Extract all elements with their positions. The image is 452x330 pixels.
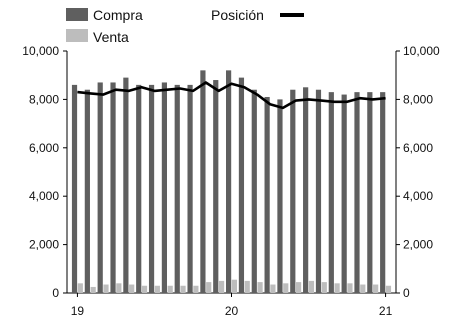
legend-swatch-compra (66, 8, 88, 21)
bar-venta (90, 286, 96, 293)
y-tick-label-right: 6,000 (403, 141, 433, 155)
y-tick-label-right: 2,000 (403, 238, 433, 252)
x-tick-label: 21 (379, 304, 393, 318)
bar-compra (84, 89, 90, 293)
axes (63, 50, 400, 297)
legend-label-compra: Compra (93, 7, 143, 23)
legend-label-venta: Venta (93, 29, 129, 45)
bar-compra (213, 80, 219, 293)
bar-compra (328, 92, 334, 293)
y-tick-label-right: 10,000 (403, 44, 440, 58)
y-tick-label-right: 4,000 (403, 189, 433, 203)
y-tick-label-left: 6,000 (29, 141, 59, 155)
bar-venta (385, 285, 392, 293)
bar-compra (238, 77, 245, 294)
bar-compra (187, 84, 193, 293)
bar-venta (180, 285, 186, 293)
bar-venta (218, 280, 225, 293)
bar-compra (251, 89, 257, 293)
bars (71, 70, 392, 294)
bar-venta (244, 280, 250, 293)
bar-compra (110, 82, 116, 294)
x-tick-label: 20 (225, 304, 239, 318)
bar-venta (334, 283, 340, 293)
y-tick-label-left: 10,000 (22, 44, 59, 58)
bar-venta (167, 285, 173, 293)
bar-compra (136, 84, 142, 293)
bar-venta (257, 282, 263, 293)
bar-venta (77, 283, 83, 293)
bar-venta (193, 285, 199, 293)
line-posicion (77, 81, 386, 110)
bar-venta (308, 280, 315, 293)
x-tick-label: 19 (71, 304, 85, 318)
bar-venta (270, 284, 276, 293)
legend: Compra Venta Posición (66, 7, 304, 45)
bar-compra (354, 92, 360, 293)
bar-venta (116, 283, 122, 293)
y-tick-label-left: 4,000 (29, 189, 59, 203)
bar-compra (264, 96, 270, 293)
bar-compra (226, 70, 232, 293)
legend-label-posicion: Posición (211, 7, 264, 23)
y-tick-label-right: 0 (403, 286, 410, 300)
bar-compra (341, 94, 347, 293)
bar-compra (303, 87, 309, 293)
bar-compra (380, 92, 386, 293)
bar-compra (148, 84, 155, 293)
bar-compra (97, 82, 103, 294)
y-tick-label-right: 8,000 (403, 92, 433, 106)
bar-compra (277, 99, 283, 294)
bar-compra (200, 70, 206, 293)
bar-venta (103, 284, 109, 293)
bar-venta (283, 283, 289, 293)
bar-venta (321, 282, 327, 293)
bar-venta (347, 283, 353, 293)
y-tick-label-left: 8,000 (29, 92, 59, 106)
bar-venta (141, 285, 148, 293)
y-tick-label-left: 0 (52, 286, 59, 300)
bar-venta (360, 284, 366, 293)
bar-venta (373, 284, 379, 293)
bar-venta (129, 284, 135, 293)
bar-compra (123, 77, 129, 294)
bar-compra (367, 92, 373, 293)
tick-labels: 0 0 2,000 2,000 4,000 4,000 6,000 6,000 8,000 8,0… (22, 44, 440, 318)
bar-compra (290, 89, 296, 293)
bar-venta (154, 285, 160, 293)
bar-compra (315, 89, 322, 293)
bar-compra (71, 84, 78, 293)
legend-swatch-venta (66, 29, 88, 42)
bar-compra (174, 84, 180, 293)
position-line (77, 81, 386, 110)
bar-venta (231, 279, 237, 293)
bar-venta (296, 282, 302, 293)
y-tick-label-left: 2,000 (29, 238, 59, 252)
bar-compra (161, 82, 167, 294)
bar-venta (206, 282, 212, 293)
